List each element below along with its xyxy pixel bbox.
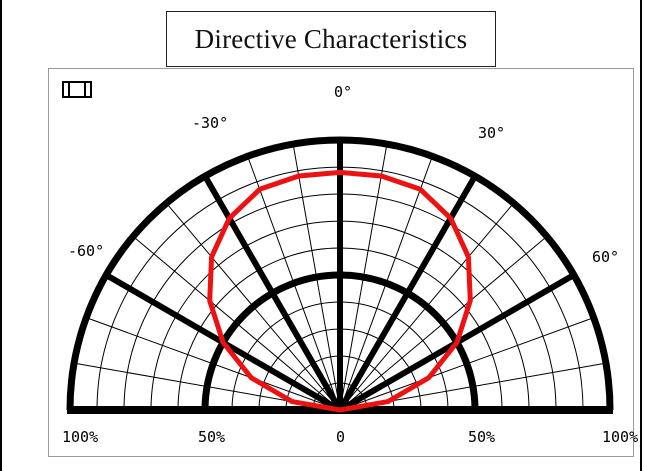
radial-label-center: 0: [336, 428, 345, 446]
legend-marker-icon: [62, 81, 92, 98]
radial-label-right-50: 50%: [468, 428, 495, 446]
labels-layer: -60° -30° 0° 30° 60° 100% 50% 0 50% 100%: [62, 83, 638, 446]
angle-label-0: 0°: [334, 83, 352, 101]
major-spoke--30: [202, 174, 343, 412]
angle-label-30: 30°: [478, 124, 505, 142]
major-grid: [66, 136, 614, 414]
angle-label-neg30: -30°: [192, 114, 228, 132]
angle-label-neg60: -60°: [68, 242, 104, 260]
radial-label-right-100: 100%: [602, 428, 638, 446]
chart-title-box: Directive Characteristics: [166, 11, 496, 67]
major-spoke-30: [337, 174, 478, 412]
radial-label-left-50: 50%: [198, 428, 225, 446]
left-frame-line: [0, 0, 2, 471]
directivity-curve-0: [207, 169, 473, 413]
curve-layer: [207, 169, 473, 413]
right-frame-line: [640, 0, 642, 471]
radial-label-left-100: 100%: [62, 428, 98, 446]
chart-title: Directive Characteristics: [194, 23, 468, 54]
angle-label-60: 60°: [592, 248, 619, 266]
